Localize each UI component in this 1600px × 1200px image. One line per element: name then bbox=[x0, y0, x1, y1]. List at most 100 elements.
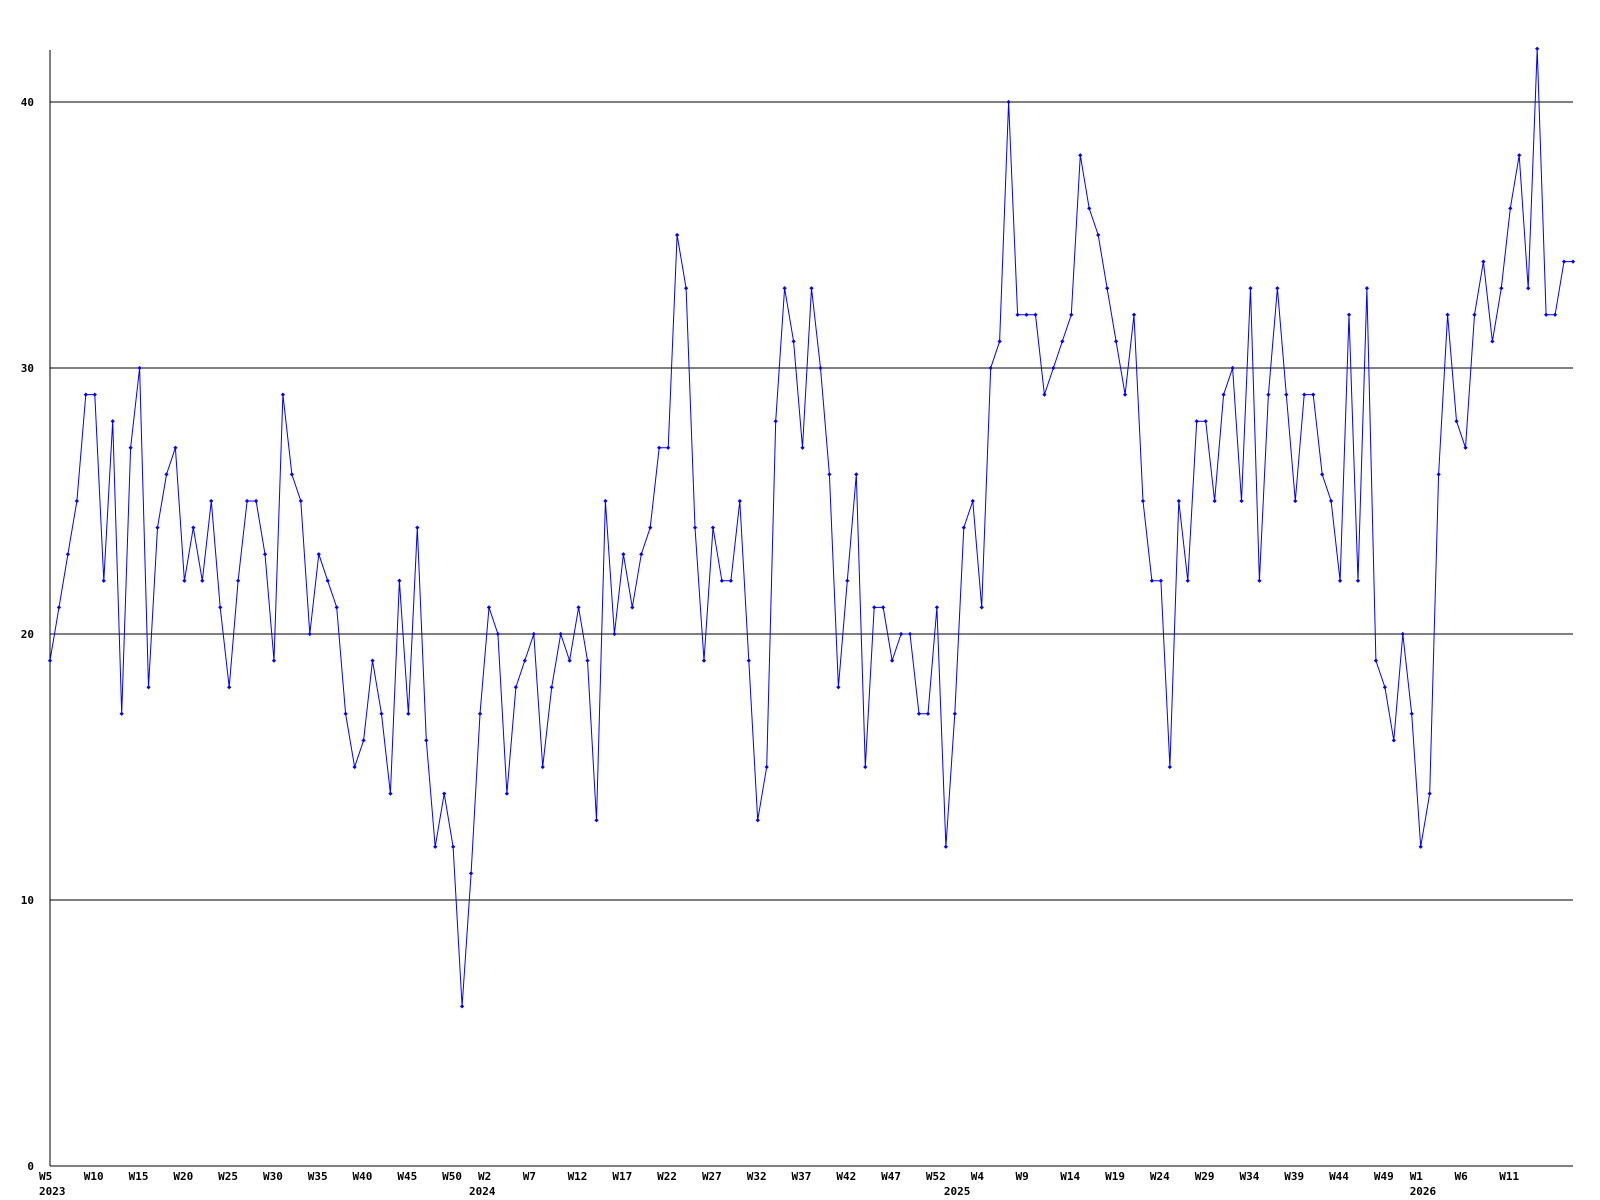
data-point bbox=[630, 605, 635, 610]
data-point bbox=[1517, 153, 1522, 158]
data-point bbox=[674, 232, 680, 238]
data-point bbox=[1212, 498, 1217, 504]
data-point bbox=[872, 605, 877, 610]
data-point bbox=[1337, 578, 1343, 583]
data-point bbox=[943, 844, 949, 849]
x-tick-label: W19 bbox=[1105, 1170, 1125, 1183]
data-point bbox=[639, 552, 644, 557]
data-point bbox=[191, 525, 196, 530]
data-point bbox=[1355, 578, 1361, 583]
data-point bbox=[1140, 498, 1146, 504]
data-point bbox=[576, 605, 581, 610]
data-point bbox=[952, 711, 957, 716]
x-tick-label: W22 bbox=[657, 1170, 677, 1183]
x-tick-label: W10 bbox=[84, 1170, 104, 1183]
data-point bbox=[1266, 392, 1271, 397]
x-tick-label: W5 bbox=[39, 1170, 52, 1183]
data-point bbox=[388, 791, 393, 796]
data-point bbox=[1391, 738, 1396, 743]
data-point bbox=[1185, 578, 1190, 583]
year-label: 2024 bbox=[469, 1185, 496, 1198]
data-point bbox=[836, 685, 841, 690]
x-tick-labels: W5 W10 W15 W20 W25 W30 W35 W40 W45 W50 W2 W7 W12 W17 W… bbox=[39, 1170, 1520, 1183]
data-point bbox=[1311, 392, 1316, 397]
data-point bbox=[1015, 312, 1020, 317]
data-point bbox=[1167, 764, 1172, 770]
data-point bbox=[433, 844, 438, 849]
data-point bbox=[1033, 312, 1038, 317]
data-point bbox=[1105, 286, 1110, 291]
data-point bbox=[1328, 498, 1334, 504]
data-point bbox=[531, 631, 536, 637]
data-point bbox=[164, 472, 169, 477]
data-point bbox=[1078, 153, 1083, 158]
data-point bbox=[477, 711, 483, 716]
data-point bbox=[1203, 419, 1208, 424]
data-point bbox=[370, 658, 375, 663]
data-point bbox=[1087, 206, 1092, 211]
data-point bbox=[316, 552, 321, 557]
x-tick-label: W45 bbox=[397, 1170, 417, 1183]
data-point bbox=[74, 498, 79, 504]
data-point bbox=[236, 578, 241, 583]
x-tick-label: W39 bbox=[1284, 1170, 1304, 1183]
x-tick-label: W11 bbox=[1499, 1170, 1519, 1183]
data-point bbox=[782, 286, 787, 291]
data-point bbox=[890, 658, 895, 663]
x-tick-label: W4 bbox=[971, 1170, 985, 1183]
data-point bbox=[137, 365, 142, 371]
data-point bbox=[1302, 392, 1307, 397]
data-point bbox=[1194, 419, 1199, 424]
data-point bbox=[182, 578, 187, 583]
data-point bbox=[1131, 312, 1137, 317]
data-point bbox=[1239, 498, 1244, 504]
data-point bbox=[289, 472, 295, 477]
data-point bbox=[791, 339, 796, 344]
x-tick-label: W15 bbox=[129, 1170, 149, 1183]
data-point bbox=[56, 605, 62, 610]
data-point bbox=[397, 578, 402, 583]
data-point bbox=[916, 711, 922, 716]
data-point bbox=[1445, 312, 1450, 317]
data-point bbox=[271, 658, 277, 663]
x-tick-label: W40 bbox=[353, 1170, 373, 1183]
data-point bbox=[307, 631, 312, 637]
data-point bbox=[1230, 365, 1235, 371]
data-point bbox=[1472, 312, 1477, 317]
data-point bbox=[621, 552, 626, 557]
data-point bbox=[1284, 392, 1289, 397]
data-point bbox=[415, 525, 420, 530]
data-point bbox=[379, 711, 384, 716]
data-point bbox=[970, 498, 975, 504]
x-tick-label: W12 bbox=[568, 1170, 588, 1183]
data-point bbox=[603, 498, 608, 504]
axes bbox=[49, 50, 1573, 1167]
x-tick-label: W42 bbox=[836, 1170, 856, 1183]
data-point bbox=[253, 498, 259, 504]
data-point bbox=[280, 392, 286, 397]
data-point bbox=[361, 738, 366, 743]
data-point bbox=[1042, 392, 1047, 397]
data-point bbox=[710, 525, 716, 530]
data-point bbox=[352, 764, 357, 770]
data-point bbox=[657, 445, 662, 450]
data-point bbox=[173, 445, 178, 450]
data-point bbox=[155, 525, 160, 530]
data-point bbox=[746, 658, 751, 663]
data-point bbox=[1364, 286, 1370, 291]
data-point bbox=[522, 658, 527, 663]
data-point bbox=[1346, 312, 1352, 317]
data-point bbox=[1293, 498, 1298, 504]
x-tick-label: W47 bbox=[881, 1170, 901, 1183]
x-tick-label: W52 bbox=[926, 1170, 946, 1183]
x-tick-label: W37 bbox=[792, 1170, 812, 1183]
data-point bbox=[424, 738, 429, 743]
data-point bbox=[244, 498, 250, 504]
data-point bbox=[343, 711, 348, 716]
data-point bbox=[666, 445, 671, 450]
data-point bbox=[1275, 286, 1280, 291]
x-tick-label: W30 bbox=[263, 1170, 283, 1183]
data-point bbox=[1248, 286, 1253, 291]
x-tick-label: W35 bbox=[308, 1170, 328, 1183]
data-point bbox=[755, 818, 760, 823]
